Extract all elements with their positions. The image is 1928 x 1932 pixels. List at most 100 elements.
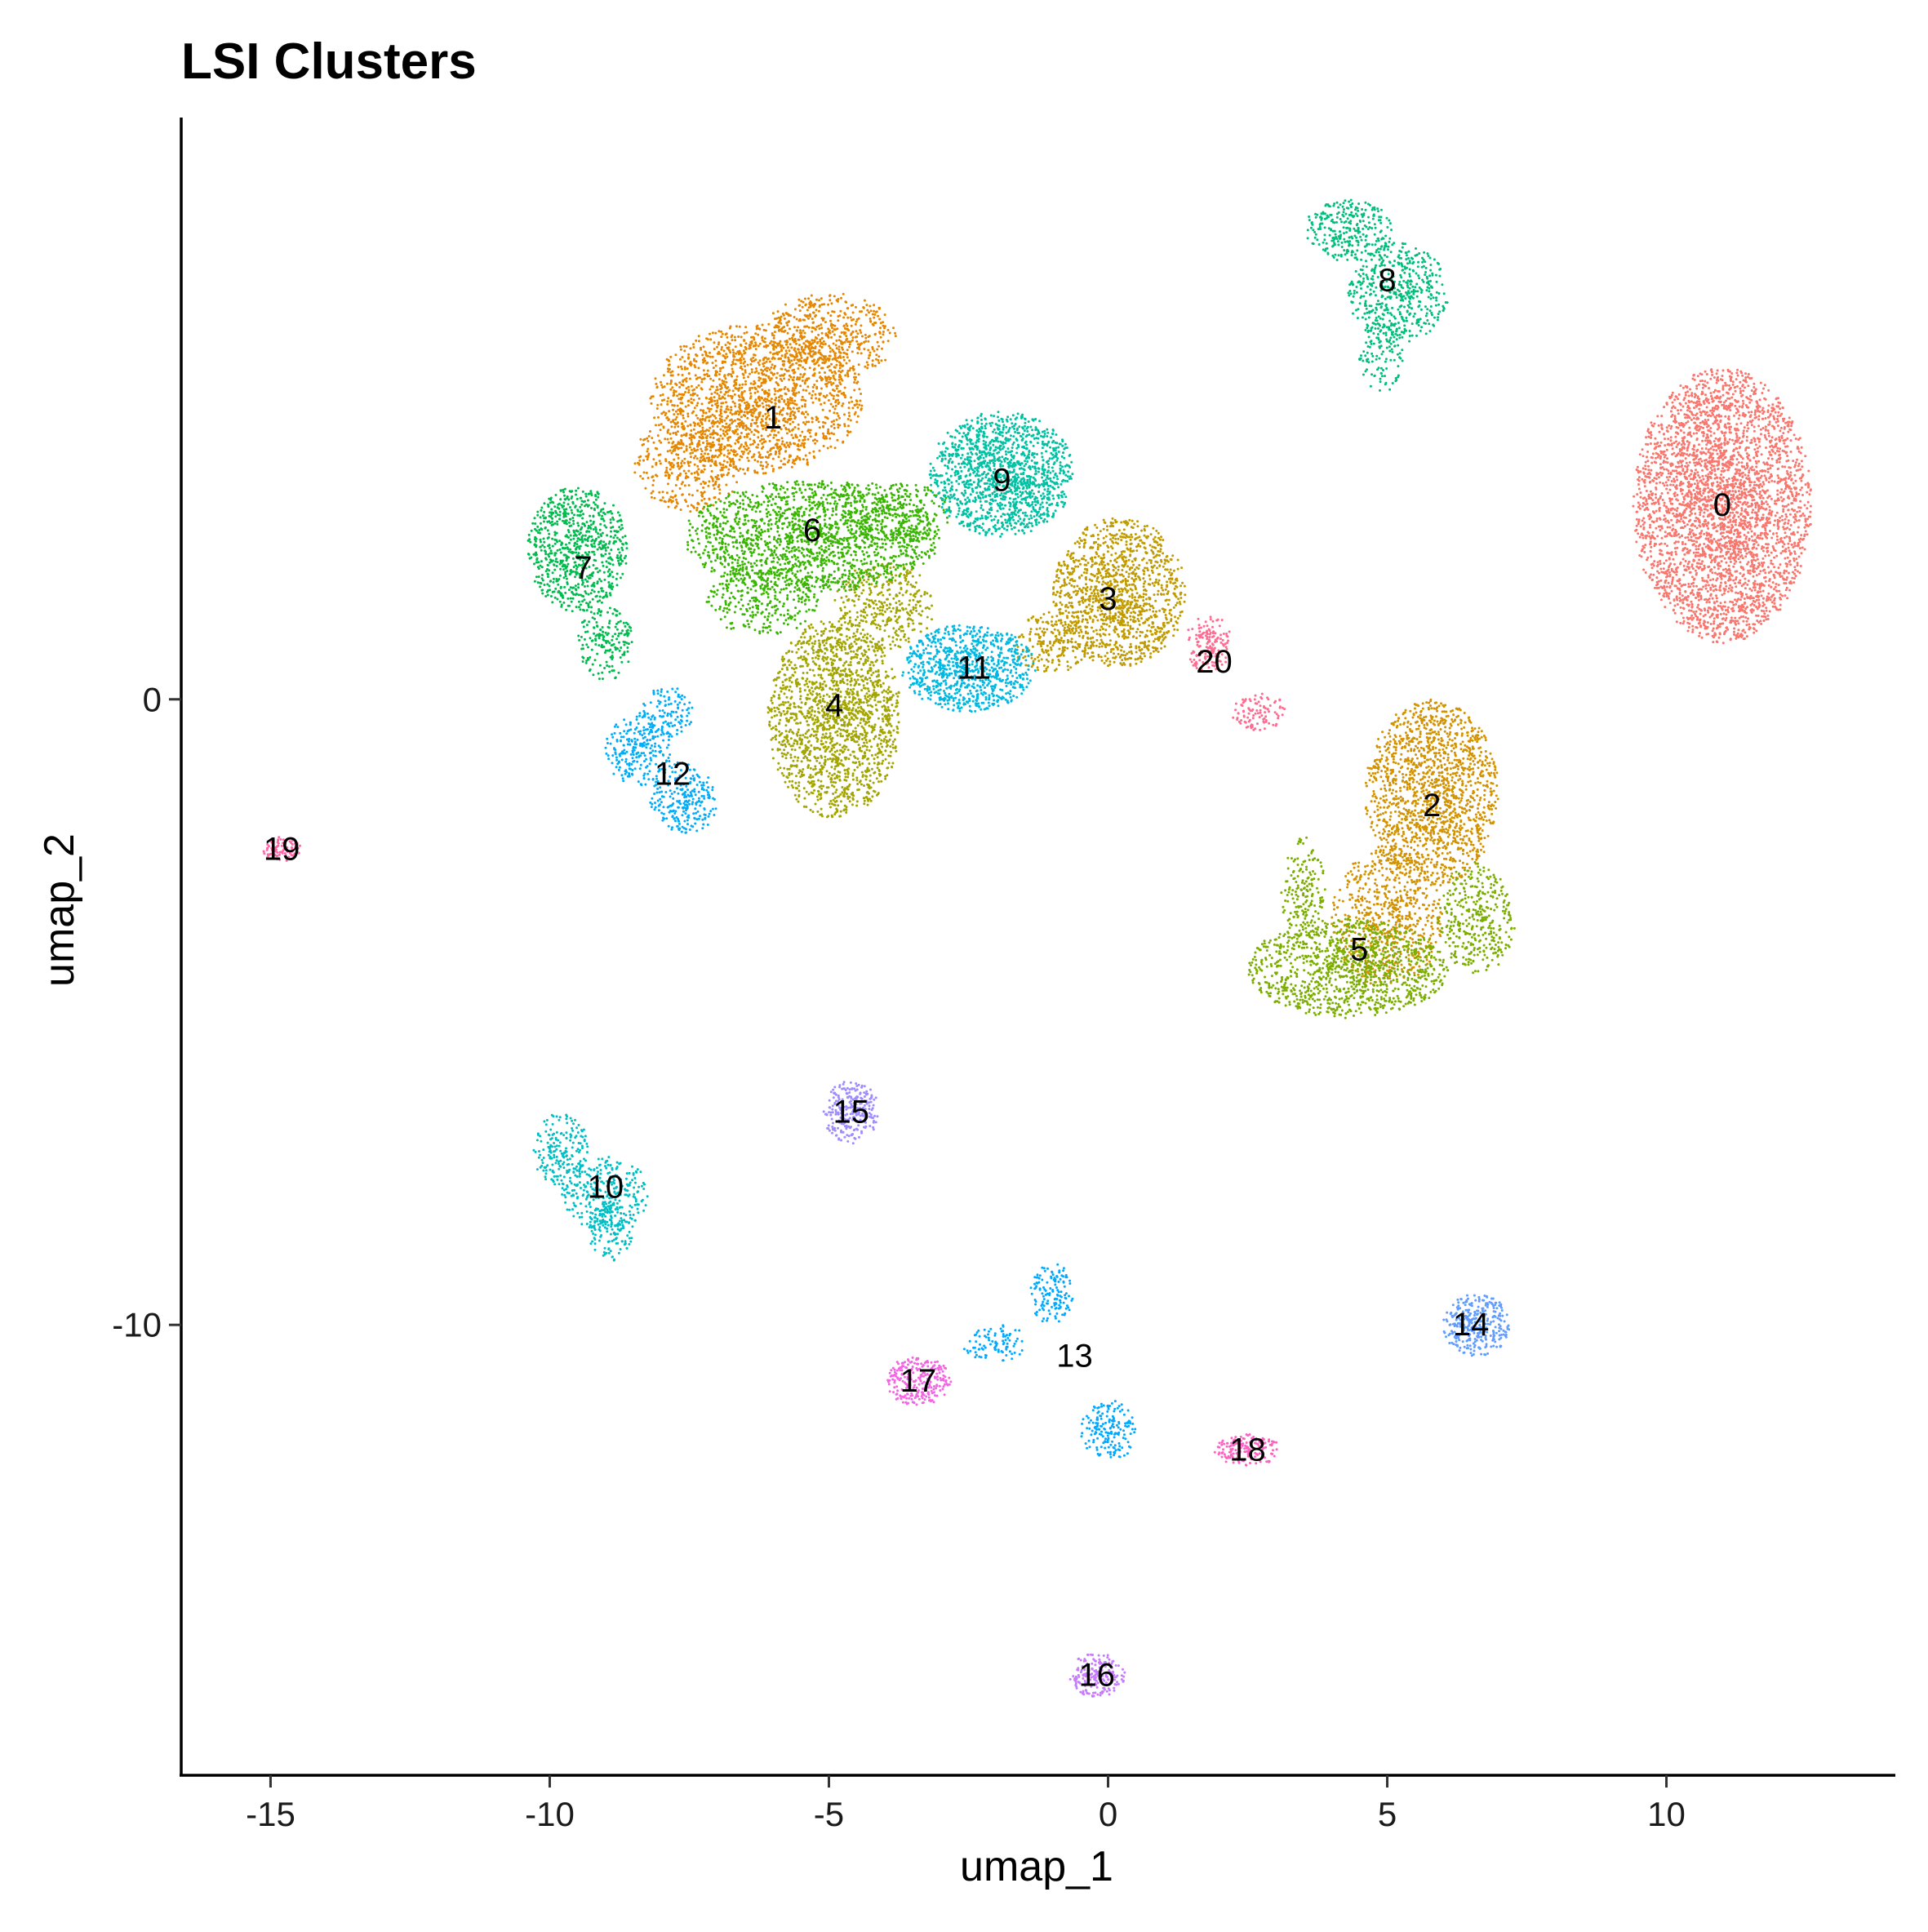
cluster-0-point xyxy=(1791,576,1794,580)
cluster-1-point xyxy=(802,366,805,369)
cluster-0-point xyxy=(1646,475,1649,478)
cluster-0-point xyxy=(1639,470,1642,473)
cluster-0-point xyxy=(1737,410,1740,413)
cluster-0-point xyxy=(1679,606,1682,609)
cluster-1-point xyxy=(749,344,752,347)
cluster-0-point xyxy=(1712,585,1715,588)
cluster-0-point xyxy=(1659,471,1662,474)
cluster-0-point xyxy=(1696,606,1699,609)
cluster-0-point xyxy=(1767,404,1770,407)
cluster-0-point xyxy=(1700,460,1704,463)
cluster-0-point xyxy=(1649,442,1652,445)
cluster-1-point xyxy=(822,436,825,439)
cluster-0-point xyxy=(1785,565,1788,568)
cluster-0-point xyxy=(1741,593,1744,597)
cluster-0-point xyxy=(1696,375,1699,378)
cluster-1-point xyxy=(747,446,750,450)
cluster-0-point xyxy=(1728,431,1731,434)
cluster-0-point xyxy=(1637,483,1640,486)
cluster-0-point xyxy=(1661,499,1664,501)
cluster-1-point xyxy=(758,404,762,407)
cluster-0-point xyxy=(1674,550,1677,553)
cluster-1-point xyxy=(830,424,833,428)
cluster-0-point xyxy=(1739,615,1743,619)
cluster-0-point xyxy=(1705,531,1708,535)
cluster-1-point xyxy=(766,451,769,454)
cluster-1-point xyxy=(827,399,830,402)
points-layer xyxy=(262,198,1812,1698)
cluster-0-point xyxy=(1727,536,1730,540)
cluster-0-point xyxy=(1761,427,1765,429)
cluster-1-point xyxy=(853,413,856,415)
cluster-0-point xyxy=(1669,427,1673,430)
cluster-0-point xyxy=(1697,603,1700,606)
cluster-0-point xyxy=(1665,585,1668,588)
cluster-0-point xyxy=(1677,409,1680,412)
cluster-0-point xyxy=(1644,468,1647,471)
cluster-1-point xyxy=(744,447,747,451)
cluster-0-point xyxy=(1704,545,1708,549)
cluster-0-point xyxy=(1738,548,1741,551)
cluster-0-point xyxy=(1641,455,1645,458)
cluster-0-point xyxy=(1653,542,1656,545)
cluster-0-point xyxy=(1764,575,1767,579)
cluster-1-point xyxy=(784,349,788,353)
cluster-0-point xyxy=(1757,450,1759,453)
cluster-1-point xyxy=(780,349,784,352)
cluster-0-point xyxy=(1713,389,1717,392)
cluster-1-point xyxy=(686,357,690,360)
cluster-1-point xyxy=(793,347,797,350)
cluster-0-point xyxy=(1798,547,1801,550)
cluster-0-point xyxy=(1730,396,1734,399)
cluster-0-point xyxy=(1759,496,1762,500)
cluster-0-point xyxy=(1770,536,1774,540)
cluster-0-point xyxy=(1709,447,1713,450)
cluster-0-point xyxy=(1703,532,1706,535)
cluster-0-point xyxy=(1775,502,1778,505)
cluster-1-point xyxy=(744,369,747,372)
cluster-0-point xyxy=(1788,528,1792,531)
cluster-1-point xyxy=(666,400,669,403)
cluster-0-point xyxy=(1796,570,1799,573)
cluster-0-point xyxy=(1753,483,1756,486)
cluster-0-point xyxy=(1707,527,1710,530)
cluster-1-point xyxy=(844,374,847,377)
cluster-0-point xyxy=(1780,437,1784,439)
cluster-0-point xyxy=(1676,580,1679,583)
cluster-0-point xyxy=(1793,465,1797,469)
cluster-0-point xyxy=(1678,582,1681,585)
cluster-0-point xyxy=(1700,431,1704,434)
cluster-0-point xyxy=(1681,535,1684,538)
cluster-0-point xyxy=(1699,513,1702,517)
cluster-0-point xyxy=(1648,495,1651,499)
cluster-1-point xyxy=(777,358,780,361)
cluster-0-point xyxy=(1748,454,1750,457)
cluster-0-point xyxy=(1793,464,1797,467)
cluster-0-point xyxy=(1660,492,1664,495)
cluster-1-point xyxy=(756,390,759,393)
cluster-0-point xyxy=(1694,464,1697,467)
cluster-1-point xyxy=(740,355,744,358)
cluster-0-point xyxy=(1763,433,1766,437)
cluster-0-point xyxy=(1726,483,1730,486)
cluster-1-point xyxy=(853,381,856,384)
cluster-0-point xyxy=(1653,477,1656,480)
cluster-0-point xyxy=(1716,414,1718,417)
cluster-1-point xyxy=(765,360,768,363)
cluster-1-point xyxy=(730,406,733,409)
cluster-0-point xyxy=(1717,445,1720,448)
cluster-0-point xyxy=(1774,519,1776,522)
cluster-0-point xyxy=(1727,526,1730,529)
cluster-0-point xyxy=(1702,525,1705,528)
cluster-1-point xyxy=(856,415,860,418)
cluster-0-point xyxy=(1748,478,1751,482)
cluster-0-point xyxy=(1747,571,1750,575)
cluster-0-point xyxy=(1741,629,1744,633)
cluster-0-point xyxy=(1765,446,1767,449)
cluster-0-point xyxy=(1751,597,1754,600)
cluster-0-point xyxy=(1779,429,1782,433)
cluster-1-point xyxy=(780,437,784,440)
cluster-0-point xyxy=(1758,405,1761,408)
cluster-0-point xyxy=(1747,457,1749,460)
cluster-0-point xyxy=(1739,561,1742,564)
